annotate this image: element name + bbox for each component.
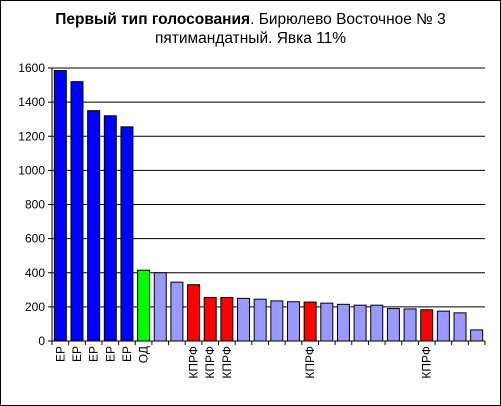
bar (53, 70, 67, 342)
category-label: ЕР (103, 346, 117, 362)
y-tick-label: 1400 (18, 95, 45, 109)
category-label: ОД (137, 346, 151, 363)
bar (420, 309, 434, 342)
bar (187, 284, 201, 342)
bar (286, 301, 300, 342)
bar (453, 312, 467, 342)
bar (436, 310, 450, 342)
y-tick-label: 1600 (18, 61, 45, 75)
chart-title-rest: . Бирюлево Восточное № 3 пятимандатный. … (154, 11, 446, 47)
y-tick-label: 1200 (18, 129, 45, 143)
bar (470, 329, 484, 342)
bar (386, 308, 400, 342)
bar (153, 272, 167, 342)
bar (253, 298, 267, 342)
y-tick-label: 600 (25, 232, 45, 246)
category-label: КПРФ (203, 346, 217, 379)
category-label: КПРФ (420, 346, 434, 379)
category-label: КПРФ (187, 346, 201, 379)
category-label: ЕР (53, 346, 67, 362)
category-label: ЕР (120, 346, 134, 362)
bar (137, 269, 151, 342)
category-label: ЕР (87, 346, 101, 362)
bar (70, 81, 84, 342)
bar (403, 308, 417, 342)
y-tick-label: 400 (25, 266, 45, 280)
bar (270, 300, 284, 342)
bar (237, 297, 251, 342)
y-tick-label: 1000 (18, 163, 45, 177)
bar (120, 126, 134, 342)
bar (370, 304, 384, 342)
bar (353, 304, 367, 342)
y-tick-label: 800 (25, 198, 45, 212)
chart-title: Первый тип голосования. Бирюлево Восточн… (0, 10, 501, 48)
bar (170, 281, 184, 342)
chart-title-bold: Первый тип голосования (55, 11, 251, 28)
bar (303, 301, 317, 342)
bar (103, 115, 117, 342)
y-tick-label: 0 (38, 334, 45, 348)
bar (87, 110, 101, 342)
bars (53, 70, 484, 342)
category-label: КПРФ (220, 346, 234, 379)
category-label: КПРФ (303, 346, 317, 379)
y-tick-label: 200 (25, 300, 45, 314)
category-label: ЕР (70, 346, 84, 362)
bar (220, 296, 234, 342)
grid-lines (52, 67, 485, 308)
bar (336, 303, 350, 342)
bar (203, 296, 217, 342)
bar (320, 302, 334, 342)
